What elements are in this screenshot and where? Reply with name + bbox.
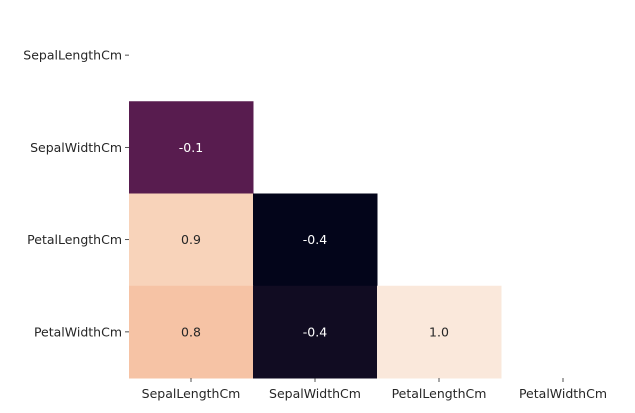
cell-value-label: -0.1 [179, 140, 203, 155]
heatmap-cells: -0.1 0.9 -0.4 0.8 -0.4 1.0 [129, 101, 502, 379]
y-tick-label: PetalWidthCm [34, 324, 122, 339]
y-axis: SepalLengthCm SepalWidthCm PetalLengthCm Pe… [23, 48, 129, 339]
cell-value-label: 1.0 [429, 324, 449, 339]
heatmap-cell-PetalWidthCm-SepalLengthCm [129, 285, 254, 379]
heatmap-cell-PetalWidthCm-PetalLengthCm [377, 285, 502, 379]
heatmap-cell-PetalLengthCm-SepalWidthCm [253, 193, 378, 287]
cell-value-label: 0.8 [181, 324, 201, 339]
cell-value-label: -0.4 [303, 232, 327, 247]
x-axis: SepalLengthCm SepalWidthCm PetalLengthCm Pe… [142, 378, 607, 401]
cell-value-label: 0.9 [181, 232, 201, 247]
cell-value-label: -0.4 [303, 324, 327, 339]
heatmap-cell-SepalWidthCm-SepalLengthCm [129, 101, 254, 194]
x-tick-label: PetalLengthCm [392, 386, 487, 401]
y-tick-label: SepalLengthCm [23, 48, 122, 63]
x-tick-label: SepalWidthCm [269, 386, 361, 401]
x-tick-label: PetalWidthCm [519, 386, 607, 401]
y-tick-label: SepalWidthCm [30, 140, 122, 155]
heatmap-cell-PetalLengthCm-SepalLengthCm [129, 193, 254, 287]
y-tick-label: PetalLengthCm [27, 232, 122, 247]
x-tick-label: SepalLengthCm [142, 386, 241, 401]
heatmap-cell-PetalWidthCm-SepalWidthCm [253, 285, 378, 379]
